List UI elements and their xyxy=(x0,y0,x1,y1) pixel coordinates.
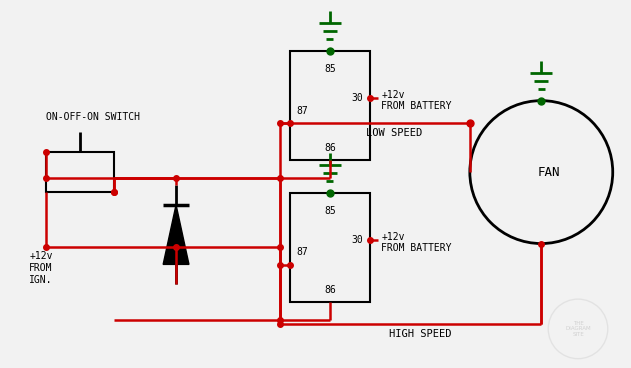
Bar xyxy=(290,193,370,302)
Text: 87: 87 xyxy=(296,247,308,258)
Text: 30: 30 xyxy=(352,93,363,103)
Text: 85: 85 xyxy=(324,64,336,74)
Text: HIGH SPEED: HIGH SPEED xyxy=(389,329,451,339)
Text: +12v
FROM BATTERY: +12v FROM BATTERY xyxy=(382,90,452,111)
Text: THE
DIAGRAM
SITE: THE DIAGRAM SITE xyxy=(565,321,591,337)
Text: 85: 85 xyxy=(324,206,336,216)
Text: 86: 86 xyxy=(324,143,336,153)
Text: 86: 86 xyxy=(324,285,336,295)
Text: ON-OFF-ON SWITCH: ON-OFF-ON SWITCH xyxy=(46,113,140,123)
Text: LOW SPEED: LOW SPEED xyxy=(366,128,423,138)
Bar xyxy=(46,152,114,192)
Text: 30: 30 xyxy=(352,234,363,245)
Text: +12v
FROM
IGN.: +12v FROM IGN. xyxy=(29,251,53,285)
Text: FAN: FAN xyxy=(538,166,560,178)
Polygon shape xyxy=(163,205,189,264)
Text: 87: 87 xyxy=(296,106,308,116)
Bar xyxy=(290,51,370,160)
Text: +12v
FROM BATTERY: +12v FROM BATTERY xyxy=(382,231,452,253)
